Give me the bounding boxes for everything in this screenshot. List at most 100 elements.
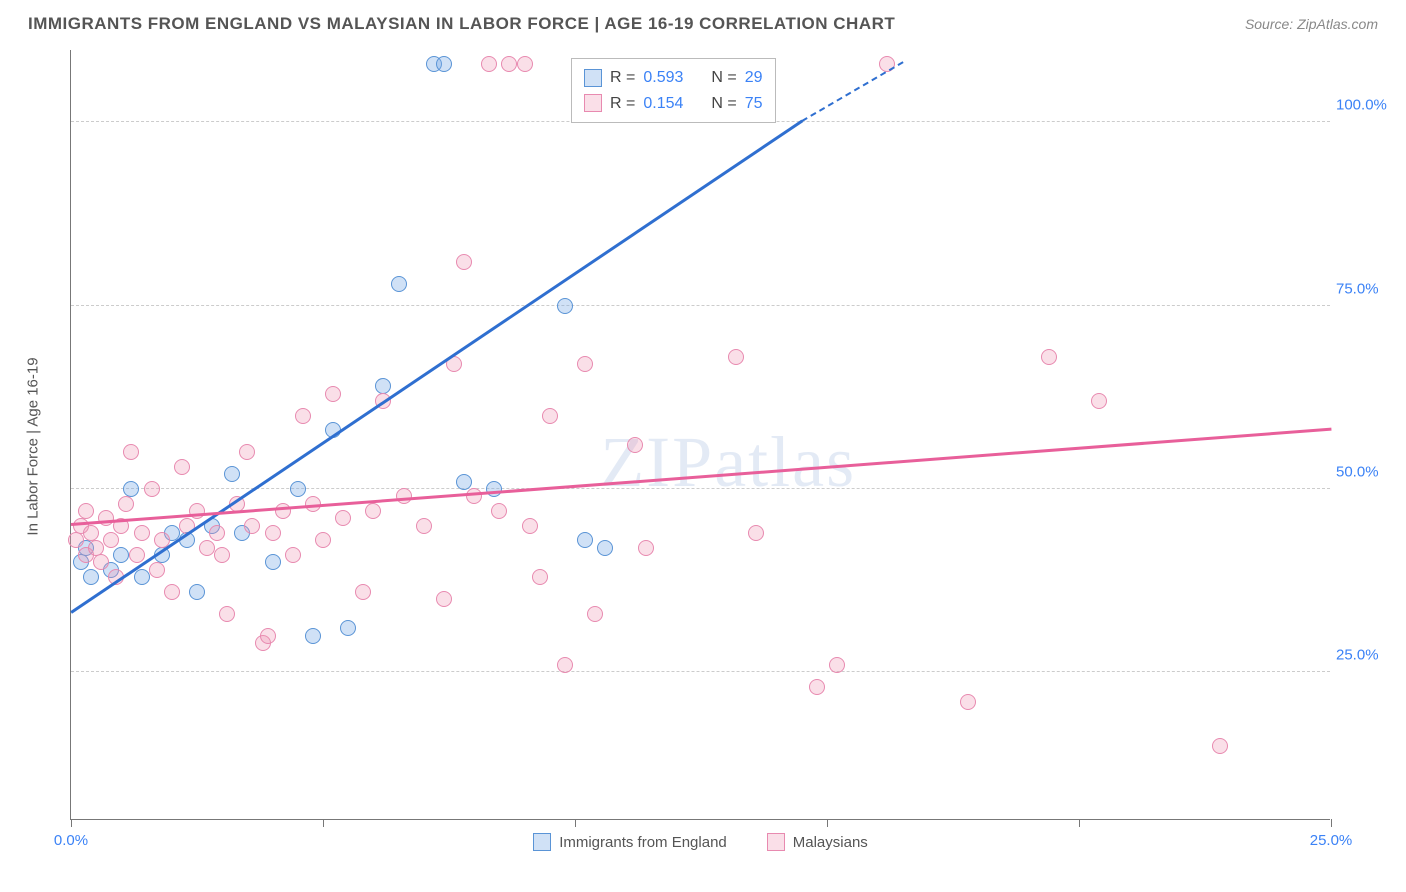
data-point — [486, 481, 502, 497]
data-point — [290, 481, 306, 497]
legend-swatch — [533, 833, 551, 851]
data-point — [219, 606, 235, 622]
data-point — [83, 569, 99, 585]
stats-row: R = 0.154 N = 75 — [584, 91, 763, 117]
series-swatch — [584, 69, 602, 87]
bottom-legend: Immigrants from England Malaysians — [71, 833, 1330, 851]
data-point — [209, 525, 225, 541]
trend-line — [801, 62, 903, 122]
data-point — [305, 628, 321, 644]
data-point — [1212, 738, 1228, 754]
data-point — [123, 481, 139, 497]
data-point — [325, 386, 341, 402]
legend-label: Malaysians — [793, 834, 868, 851]
legend-item: Malaysians — [767, 833, 868, 851]
data-point — [83, 525, 99, 541]
data-point — [144, 481, 160, 497]
stat-n-value: 29 — [745, 65, 763, 91]
stat-r-value: 0.593 — [643, 65, 683, 91]
data-point — [1091, 393, 1107, 409]
data-point — [391, 276, 407, 292]
data-point — [532, 569, 548, 585]
data-point — [355, 584, 371, 600]
stat-n-value: 75 — [745, 91, 763, 117]
watermark: ZIPatlas — [600, 421, 856, 504]
data-point — [285, 547, 301, 563]
source-label: Source: ZipAtlas.com — [1245, 16, 1378, 32]
data-point — [265, 525, 281, 541]
data-point — [224, 466, 240, 482]
y-axis-label: In Labor Force | Age 16-19 — [18, 0, 48, 892]
data-point — [829, 657, 845, 673]
data-point — [335, 510, 351, 526]
legend-label: Immigrants from England — [559, 834, 727, 851]
data-point — [491, 503, 507, 519]
data-point — [118, 496, 134, 512]
ytick-label: 75.0% — [1336, 280, 1388, 297]
legend-item: Immigrants from England — [533, 833, 727, 851]
data-point — [557, 298, 573, 314]
data-point — [164, 584, 180, 600]
data-point — [466, 488, 482, 504]
data-point — [517, 56, 533, 72]
trend-line — [71, 428, 1331, 526]
data-point — [728, 349, 744, 365]
stat-n-label: N = — [711, 65, 736, 91]
data-point — [189, 503, 205, 519]
ytick-label: 50.0% — [1336, 464, 1388, 481]
gridline — [71, 488, 1330, 489]
xtick — [1079, 819, 1080, 827]
data-point — [436, 591, 452, 607]
data-point — [456, 254, 472, 270]
chart-title: IMMIGRANTS FROM ENGLAND VS MALAYSIAN IN … — [28, 14, 895, 34]
data-point — [103, 532, 119, 548]
stat-r-value: 0.154 — [643, 91, 683, 117]
data-point — [456, 474, 472, 490]
data-point — [174, 459, 190, 475]
data-point — [960, 694, 976, 710]
gridline — [71, 305, 1330, 306]
data-point — [587, 606, 603, 622]
data-point — [501, 56, 517, 72]
data-point — [134, 525, 150, 541]
data-point — [244, 518, 260, 534]
data-point — [577, 532, 593, 548]
data-point — [416, 518, 432, 534]
gridline — [71, 671, 1330, 672]
data-point — [239, 444, 255, 460]
data-point — [78, 503, 94, 519]
data-point — [98, 510, 114, 526]
data-point — [481, 56, 497, 72]
data-point — [809, 679, 825, 695]
data-point — [275, 503, 291, 519]
stats-legend-box: R = 0.593 N = 29 R = 0.154 N = 75 — [571, 58, 776, 123]
data-point — [93, 554, 109, 570]
ytick-label: 25.0% — [1336, 647, 1388, 664]
data-point — [340, 620, 356, 636]
data-point — [542, 408, 558, 424]
data-point — [638, 540, 654, 556]
xtick — [323, 819, 324, 827]
data-point — [748, 525, 764, 541]
stats-row: R = 0.593 N = 29 — [584, 65, 763, 91]
data-point — [627, 437, 643, 453]
data-point — [295, 408, 311, 424]
data-point — [260, 628, 276, 644]
stat-r-label: R = — [610, 65, 635, 91]
chart-plot-area: ZIPatlas 25.0%50.0%75.0%100.0%0.0%25.0%R… — [70, 50, 1330, 820]
xtick — [1331, 819, 1332, 827]
data-point — [375, 378, 391, 394]
data-point — [365, 503, 381, 519]
xtick — [575, 819, 576, 827]
data-point — [199, 540, 215, 556]
data-point — [1041, 349, 1057, 365]
data-point — [149, 562, 165, 578]
data-point — [134, 569, 150, 585]
stat-r-label: R = — [610, 91, 635, 117]
data-point — [68, 532, 84, 548]
data-point — [577, 356, 593, 372]
stat-n-label: N = — [711, 91, 736, 117]
data-point — [129, 547, 145, 563]
data-point — [597, 540, 613, 556]
ytick-label: 100.0% — [1336, 97, 1388, 114]
